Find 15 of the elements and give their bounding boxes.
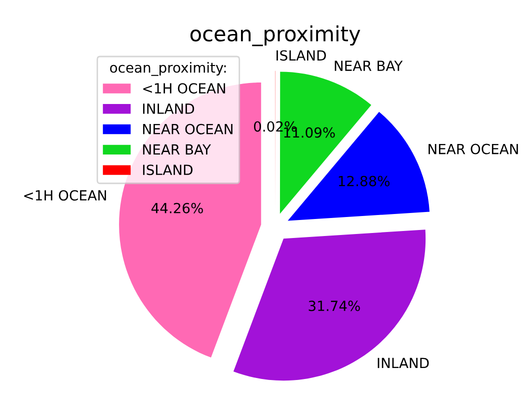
legend-label: ISLAND: [143, 164, 193, 176]
slice-label: NEAR OCEAN: [428, 144, 518, 154]
data-label: 12.88%: [338, 176, 390, 186]
data-label: 44.26%: [151, 202, 203, 214]
data-label: 31.74%: [308, 300, 360, 312]
slice-label: <1H OCEAN: [24, 190, 106, 201]
slice-label: ISLAND: [276, 50, 326, 61]
legend-title: ocean_proximity:: [110, 62, 226, 76]
slice-label: NEAR BAY: [334, 60, 403, 71]
chart-title: ocean_proximity: [190, 25, 360, 46]
legend-label: NEAR OCEAN: [143, 124, 232, 134]
slice-label: INLAND: [378, 358, 429, 368]
legend-label: <1H OCEAN: [143, 83, 226, 94]
legend-label: INLAND: [143, 104, 194, 114]
legend-label: NEAR BAY: [143, 144, 211, 155]
